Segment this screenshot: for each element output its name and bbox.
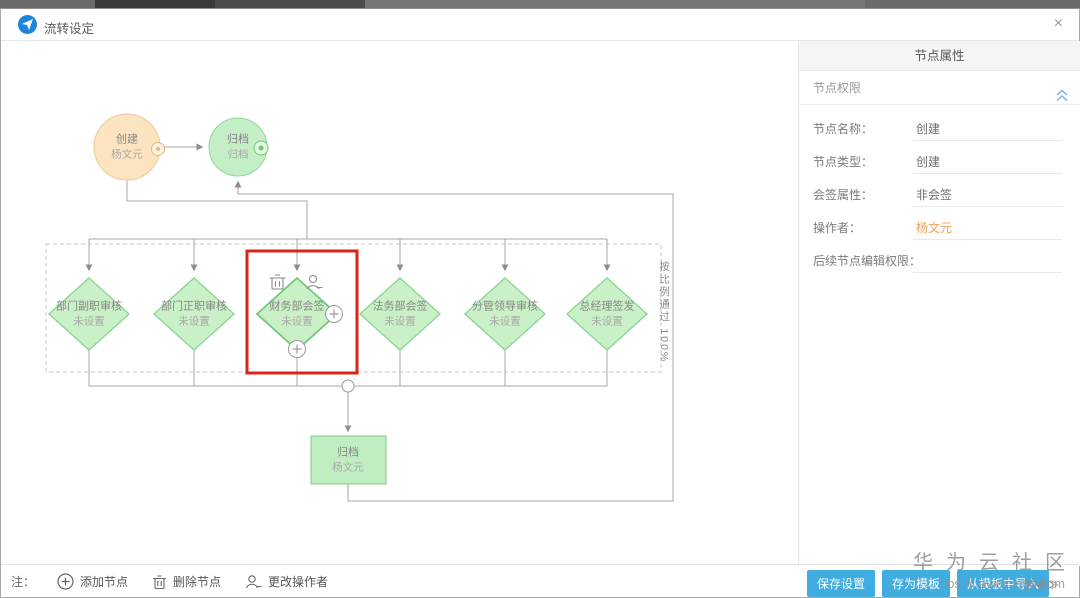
change-operator-label: 更改操作者 <box>268 575 329 589</box>
note-label: 注： <box>11 575 36 589</box>
close-icon[interactable]: × <box>1053 15 1063 32</box>
node-archive-rect[interactable] <box>310 435 387 485</box>
app-logo-icon <box>18 15 37 34</box>
background-fragment <box>365 0 865 8</box>
archive-port-dot <box>258 145 264 151</box>
node-dept-deputy-review[interactable] <box>47 277 131 351</box>
save-settings-button[interactable]: 保存设置 <box>807 570 876 597</box>
node-gm-signoff[interactable] <box>565 277 649 351</box>
operator-link[interactable]: 杨文元 <box>916 221 953 235</box>
operator-person-icon <box>246 574 262 588</box>
bottom-toolbar: 注： 添加节点 删除节点 <box>1 564 1079 597</box>
diamond-nodes <box>47 276 649 352</box>
trash-icon <box>153 574 167 589</box>
node-archive-rect-label[interactable]: 归档 杨文元 <box>332 446 364 474</box>
field-underline <box>913 272 1062 273</box>
more-link[interactable]: 更多≫ <box>1023 578 1060 592</box>
field-label: 操作者： <box>813 221 862 235</box>
footer-buttons: 保存设置 存为模板 从模板中导入 <box>807 570 1050 597</box>
save-as-template-button[interactable]: 存为模板 <box>882 570 951 597</box>
delete-node-button[interactable]: 删除节点 <box>152 573 221 590</box>
toolbar-left: 注： 添加节点 删除节点 <box>11 565 352 598</box>
import-from-template-button[interactable]: 从模板中导入 <box>957 570 1050 597</box>
property-fields: 节点名称： 创建 节点类型： 创建 会签属性： 非会签 操作者： 杨文元 <box>799 105 1080 276</box>
collapse-icon[interactable] <box>1056 81 1068 115</box>
dialog-header: 流转设定 × <box>1 9 1079 41</box>
node-diamond-label[interactable]: 法务部会签 未设置 <box>372 300 428 328</box>
add-node-label: 添加节点 <box>80 575 129 589</box>
change-operator-button[interactable]: 更改操作者 <box>245 573 328 590</box>
node-diamond-label[interactable]: 部门正职审核 未设置 <box>161 300 227 328</box>
flow-canvas[interactable]: 创建 杨文元 归档 归档 部门副职审核 未设置 部门正职审核 未设置 财务部会签… <box>1 41 798 566</box>
field-underline <box>913 173 1062 174</box>
field-underline <box>913 206 1062 207</box>
node-supervisor-review[interactable] <box>463 277 547 351</box>
node-archive-circle-label[interactable]: 归档 归档 <box>227 133 249 161</box>
add-node-right-icon[interactable] <box>325 305 343 323</box>
change-operator-node-icon[interactable] <box>306 274 323 290</box>
join-connector-circle[interactable] <box>341 379 355 393</box>
node-create-label[interactable]: 创建 杨文元 <box>111 133 143 161</box>
delete-node-icon[interactable] <box>269 274 286 290</box>
add-node-bottom-icon[interactable] <box>288 340 306 358</box>
node-diamond-label[interactable]: 分管领导审核 未设置 <box>472 300 538 328</box>
background-fragment <box>215 0 365 8</box>
field-node-type: 节点类型： 创建 <box>813 144 1066 177</box>
node-legal-countersign[interactable] <box>358 277 442 351</box>
node-diamond-label[interactable]: 总经理签发 未设置 <box>579 300 635 328</box>
add-node-button[interactable]: 添加节点 <box>57 573 128 590</box>
node-permissions-section[interactable]: 节点权限 <box>799 71 1080 105</box>
pass-rule-label: 按比例通过 100% <box>658 261 670 364</box>
field-underline <box>913 239 1062 240</box>
field-node-name: 节点名称： 创建 <box>813 111 1066 144</box>
delete-node-label: 删除节点 <box>173 575 222 589</box>
background-window-strip <box>0 0 1080 8</box>
field-label: 节点名称： <box>813 122 874 136</box>
field-label: 后续节点编辑权限： <box>813 254 922 268</box>
approval-group-box <box>45 243 662 373</box>
field-operator: 操作者： 杨文元 <box>813 210 1066 243</box>
field-value[interactable]: 非会签 <box>916 188 953 202</box>
field-label: 节点类型： <box>813 155 874 169</box>
section-label: 节点权限 <box>813 81 862 95</box>
dialog-title: 流转设定 <box>44 22 95 36</box>
panel-title: 节点属性 <box>799 41 1080 71</box>
field-countersign-attr: 会签属性： 非会签 <box>813 177 1066 210</box>
flowchart-svg <box>45 113 674 502</box>
node-diamond-label[interactable]: 部门副职审核 未设置 <box>56 300 122 328</box>
selection-highlight-box <box>245 249 359 375</box>
flow-settings-dialog: 流转设定 × <box>0 8 1080 598</box>
field-value[interactable]: 创建 <box>916 122 941 136</box>
field-underline <box>913 140 1062 141</box>
field-value[interactable]: 创建 <box>916 155 941 169</box>
node-diamond-label-selected[interactable]: 财务部会签 未设置 <box>269 300 325 328</box>
background-fragment <box>95 0 215 8</box>
field-label: 会签属性： <box>813 188 874 202</box>
field-next-node-edit-permission: 后续节点编辑权限： <box>813 243 1066 276</box>
plus-circle-icon <box>57 573 74 590</box>
node-dept-chief-review[interactable] <box>152 277 236 351</box>
create-port-dot <box>156 147 160 151</box>
node-properties-panel: 节点属性 节点权限 节点名称： 创建 节点类型： 创建 <box>798 41 1080 566</box>
